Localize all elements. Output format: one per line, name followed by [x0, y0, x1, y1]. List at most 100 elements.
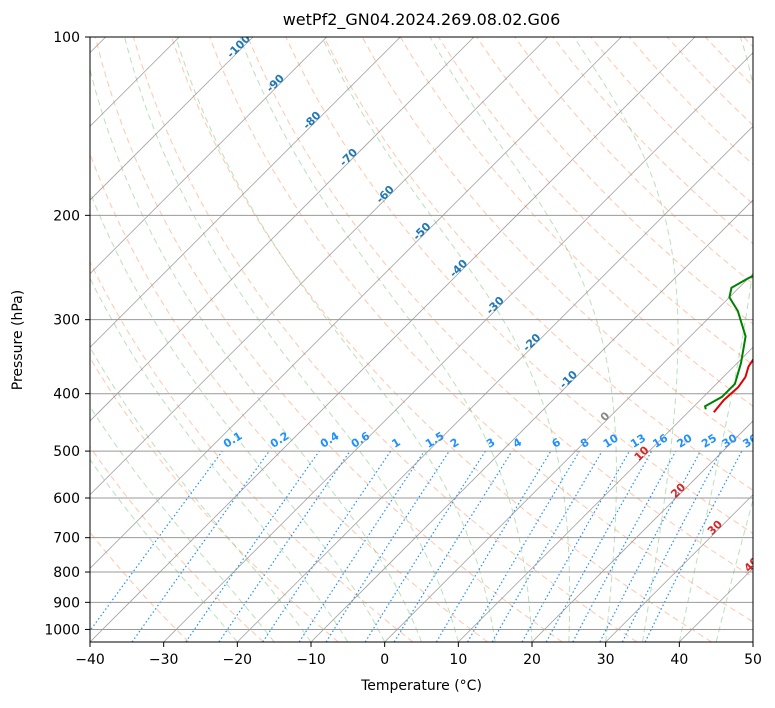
mixing-ratio-line	[185, 450, 320, 642]
moist-adiabat	[90, 346, 312, 642]
dry-adiabat	[285, 37, 753, 535]
x-tick-label: −30	[149, 652, 179, 668]
isotherm-label: 30	[705, 517, 725, 537]
x-tick-label: −40	[75, 652, 105, 668]
temperature-profile	[713, 358, 753, 413]
dry-adiabat	[171, 37, 712, 642]
x-tick-label: −20	[223, 652, 253, 668]
mixing-ratio-label: 2	[448, 436, 461, 451]
y-tick-label: 300	[53, 313, 80, 329]
isotherm-label: -40	[447, 257, 470, 280]
isotherm-line	[605, 494, 753, 642]
isotherm-line	[531, 420, 753, 642]
mixing-ratio-line	[599, 450, 702, 642]
isotherm-label: -60	[374, 183, 397, 206]
mixing-ratio-line	[262, 450, 392, 642]
x-tick-label: 50	[744, 652, 762, 668]
x-tick-label: 20	[523, 652, 541, 668]
dry-adiabat	[437, 37, 753, 366]
dry-adiabat	[476, 37, 753, 325]
plot-frame	[89, 36, 754, 643]
isotherm-label: 40	[742, 555, 762, 575]
chart-title: wetPf2_GN04.2024.269.08.02.G06	[282, 10, 561, 29]
isotherm-line	[384, 273, 753, 642]
y-tick-label: 900	[53, 595, 80, 611]
plot-area: 0.1 0.2 0.4 0.6 1 1.5 2 3 4 6 8 10 13 16 20 25 30 36-100-…	[0, 32, 762, 642]
moist-adiabat	[573, 37, 679, 642]
x-tick-label: 30	[597, 652, 615, 668]
isotherm-line	[90, 37, 401, 348]
axis-ticks: −40 −30 −20 −10 0 10 20 30 40 5010020030040050060…	[44, 30, 762, 668]
dry-adiabat	[94, 37, 563, 642]
moist-adiabat	[90, 458, 238, 642]
mixing-ratio-line	[325, 450, 450, 642]
isotherm-line	[237, 125, 753, 642]
moist-adiabat	[124, 37, 459, 642]
moist-adiabat	[321, 37, 571, 642]
mixing-ratio-line	[90, 450, 223, 632]
dry-adiabat	[743, 37, 753, 48]
isotherm-line	[90, 37, 475, 422]
mixing-ratio-label: 1	[389, 436, 402, 451]
mixing-ratio-label: 3	[484, 436, 497, 451]
isotherm-line	[0, 37, 32, 642]
isotherm-label: -90	[264, 72, 287, 95]
dry-adiabat	[90, 356, 339, 642]
isotherm-line	[752, 641, 753, 642]
mixing-ratio-line	[218, 450, 351, 642]
dry-adiabat	[209, 37, 753, 623]
y-tick-label: 1000	[44, 622, 80, 638]
isotherm-label: -30	[484, 294, 507, 317]
y-tick-label: 600	[53, 491, 80, 507]
moist-adiabat	[175, 37, 496, 642]
mixing-ratio-label: 0.4	[318, 429, 342, 451]
isotherm-line	[679, 567, 753, 642]
mixing-ratio-label: 16	[650, 431, 670, 450]
dry-adiabat	[132, 37, 638, 642]
dry-adiabat	[590, 37, 753, 205]
dewpoint-profile	[703, 275, 753, 410]
mixing-ratio-label: 30	[720, 431, 740, 450]
mixing-ratio-label: 1.5	[423, 429, 446, 450]
isotherm-label: -80	[300, 109, 323, 132]
moist-adiabat	[752, 640, 753, 642]
dry-adiabat	[90, 152, 488, 642]
y-tick-label: 800	[53, 565, 80, 581]
mixing-ratio-line	[435, 450, 552, 642]
isotherm-line	[90, 37, 548, 496]
isotherm-line	[90, 37, 254, 201]
y-tick-label: 400	[53, 387, 80, 403]
x-tick-label: 10	[449, 652, 467, 668]
isotherm-label: -10	[557, 368, 580, 391]
mixing-ratio-line	[521, 450, 631, 642]
isotherm-line	[90, 37, 327, 275]
isotherm-line	[90, 37, 696, 642]
moist-adiabat	[90, 405, 275, 642]
moist-adiabat	[715, 498, 753, 642]
y-tick-label: 500	[53, 444, 80, 460]
mixing-ratio-label: 8	[578, 436, 591, 451]
mixing-ratio-line	[131, 450, 270, 642]
mixing-ratio-line	[466, 450, 580, 642]
isotherm-label: -70	[337, 146, 360, 169]
moist-adiabat	[678, 37, 753, 642]
x-tick-label: 40	[670, 652, 688, 668]
moist-adiabat	[90, 67, 422, 642]
mixing-ratio-line	[644, 450, 743, 642]
y-tick-label: 200	[53, 208, 80, 224]
dry-adiabat	[90, 260, 414, 642]
mixing-ratio-label: 10	[601, 431, 621, 450]
y-tick-label: 100	[53, 30, 80, 46]
dry-adiabat	[704, 37, 753, 87]
dry-adiabat	[247, 37, 753, 578]
x-axis-label: Temperature (°C)	[361, 678, 482, 694]
isotherm-label: -100	[224, 32, 253, 61]
mixing-ratio-line	[393, 450, 513, 642]
mixing-ratio-label: 36	[741, 431, 761, 450]
dry-adiabat	[666, 37, 753, 126]
dry-adiabat	[90, 531, 190, 642]
isotherm-label: -20	[520, 331, 543, 354]
mixing-ratio-line	[545, 450, 653, 642]
x-tick-label: 0	[380, 652, 389, 668]
